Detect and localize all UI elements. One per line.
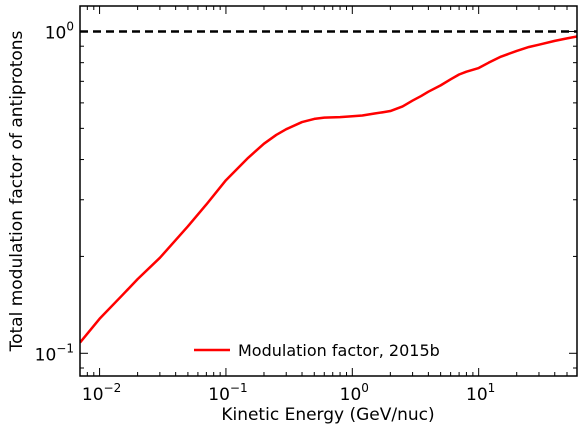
legend: Modulation factor, 2015b — [194, 341, 440, 360]
y-tick-label-1: 100 — [45, 19, 74, 43]
x-tick-label-0: 10−2 — [82, 381, 121, 405]
x-tick-label-3: 101 — [466, 381, 495, 405]
x-axis-label: Kinetic Energy (GeV/nuc) — [221, 405, 434, 425]
legend-label: Modulation factor, 2015b — [238, 341, 440, 360]
y-tick-label-0: 10−1 — [35, 341, 74, 365]
y-axis-label: Total modulation factor of antiprotons — [7, 30, 27, 352]
axis-tick-labels: 10−2 10−1 100 101 10−1 100 — [35, 19, 496, 405]
series-line-0 — [80, 35, 577, 344]
x-tick-label-2: 100 — [340, 381, 369, 405]
x-tick-label-1: 10−1 — [208, 381, 247, 405]
plot-frame — [79, 5, 578, 377]
plot-area — [80, 30, 577, 344]
